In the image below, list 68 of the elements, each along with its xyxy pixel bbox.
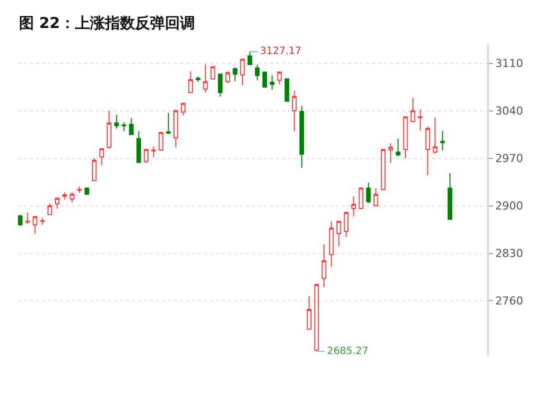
candlestick bbox=[440, 130, 445, 151]
candlestick bbox=[336, 220, 342, 247]
candlestick bbox=[122, 122, 126, 132]
candlestick bbox=[418, 108, 423, 131]
candlestick bbox=[432, 117, 438, 154]
candlestick bbox=[380, 148, 386, 190]
candlestick bbox=[77, 186, 82, 194]
candlestick bbox=[306, 295, 312, 330]
y-tick-label: 2970 bbox=[495, 152, 524, 166]
y-tick-label: 2900 bbox=[495, 200, 524, 213]
candlestick bbox=[129, 118, 134, 136]
y-tick-label: 2830 bbox=[495, 247, 524, 260]
y-tick-label: 3040 bbox=[495, 104, 524, 118]
y-tick-label: 2760 bbox=[495, 294, 524, 308]
candlestick bbox=[99, 148, 104, 166]
candlestick bbox=[314, 283, 319, 352]
candlestick bbox=[70, 192, 74, 203]
annotation: 3127.17 bbox=[260, 46, 302, 57]
candlestick bbox=[262, 72, 268, 88]
candlestick bbox=[158, 131, 164, 152]
candlestick bbox=[329, 220, 334, 268]
candlestick bbox=[144, 148, 148, 164]
candlestick bbox=[40, 217, 45, 226]
candlestick bbox=[225, 70, 230, 84]
candlestick bbox=[255, 64, 260, 81]
candlestick bbox=[114, 114, 119, 129]
candlestick bbox=[425, 126, 430, 176]
candlestick bbox=[248, 51, 252, 66]
candlestick bbox=[270, 75, 274, 90]
annotation: 2685.27 bbox=[327, 346, 368, 357]
candlestick bbox=[180, 102, 186, 116]
candlestick bbox=[277, 70, 282, 85]
candlestick bbox=[196, 76, 200, 82]
candlestick bbox=[292, 90, 297, 132]
candlestick bbox=[410, 97, 416, 122]
candlestick bbox=[299, 106, 304, 168]
candlestick bbox=[210, 66, 216, 80]
candlestick bbox=[351, 196, 356, 218]
candlestick bbox=[188, 70, 193, 93]
candlestick bbox=[240, 58, 245, 86]
candlestick bbox=[388, 142, 393, 164]
candlestick bbox=[284, 78, 290, 102]
candlestick bbox=[366, 182, 371, 204]
chart-title: 图 22：上涨指数反弹回调 bbox=[18, 14, 196, 32]
candlestick bbox=[18, 214, 23, 227]
candlestick bbox=[62, 192, 67, 200]
candlestick bbox=[32, 215, 38, 234]
candlestick bbox=[203, 64, 208, 93]
y-tick-label: 3110 bbox=[495, 57, 524, 70]
candlestick bbox=[322, 244, 326, 288]
candlestick bbox=[151, 146, 156, 158]
candlestick bbox=[344, 212, 349, 238]
candlestick bbox=[25, 212, 30, 225]
candlestick bbox=[92, 158, 97, 182]
candlestick bbox=[396, 138, 400, 157]
candlestick bbox=[358, 186, 364, 210]
candlestick bbox=[232, 66, 238, 82]
candlestick bbox=[84, 186, 90, 196]
candlestick bbox=[218, 74, 223, 98]
candlestick bbox=[136, 130, 142, 164]
candlestick bbox=[54, 197, 60, 209]
candlestick bbox=[374, 188, 378, 206]
candlestick bbox=[166, 112, 171, 134]
candlestick bbox=[448, 172, 452, 220]
candlestick bbox=[403, 116, 408, 159]
candlestick bbox=[106, 110, 112, 150]
candlestick bbox=[48, 203, 52, 216]
candlestick bbox=[174, 108, 178, 148]
